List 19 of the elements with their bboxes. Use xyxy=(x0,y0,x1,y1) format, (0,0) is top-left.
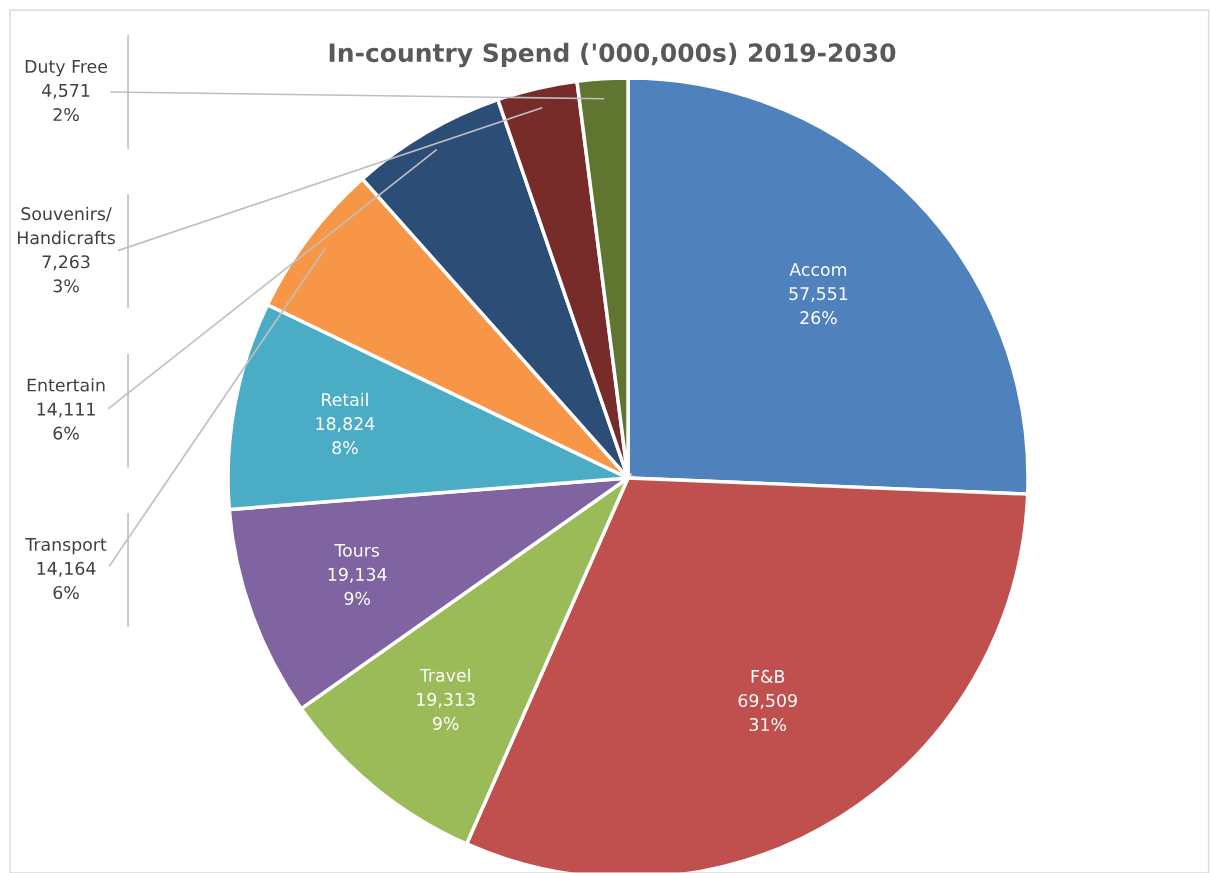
data-label: 14,111 6% xyxy=(37,402,95,440)
data-label: 14,164 6% xyxy=(37,561,96,600)
slice-label: F&B xyxy=(751,669,785,683)
slice-label: Souvenirs/ Handicrafts xyxy=(17,206,115,245)
data-label: 4,571 2% xyxy=(42,84,90,122)
slice-label: Retail xyxy=(322,392,368,407)
slice-label: Duty Free xyxy=(25,60,108,77)
data-label: 18,824 8% xyxy=(316,417,375,455)
data-label: 19,134 9% xyxy=(328,567,387,605)
chart-title: In-country Spend ('000,000s) 2019-2030 xyxy=(329,42,896,68)
slice-label: Accom xyxy=(789,263,847,277)
slice-label: Travel xyxy=(419,668,470,682)
slice-label: Tours xyxy=(334,543,380,557)
data-label: 57,551 26% xyxy=(789,287,848,325)
data-label: 69,509 31% xyxy=(738,693,797,732)
slice-label: Entertain xyxy=(27,378,105,392)
data-label: 7,263 3% xyxy=(42,255,90,293)
slice-label: Transport xyxy=(25,538,107,555)
data-label: 19,313 9% xyxy=(417,692,475,730)
